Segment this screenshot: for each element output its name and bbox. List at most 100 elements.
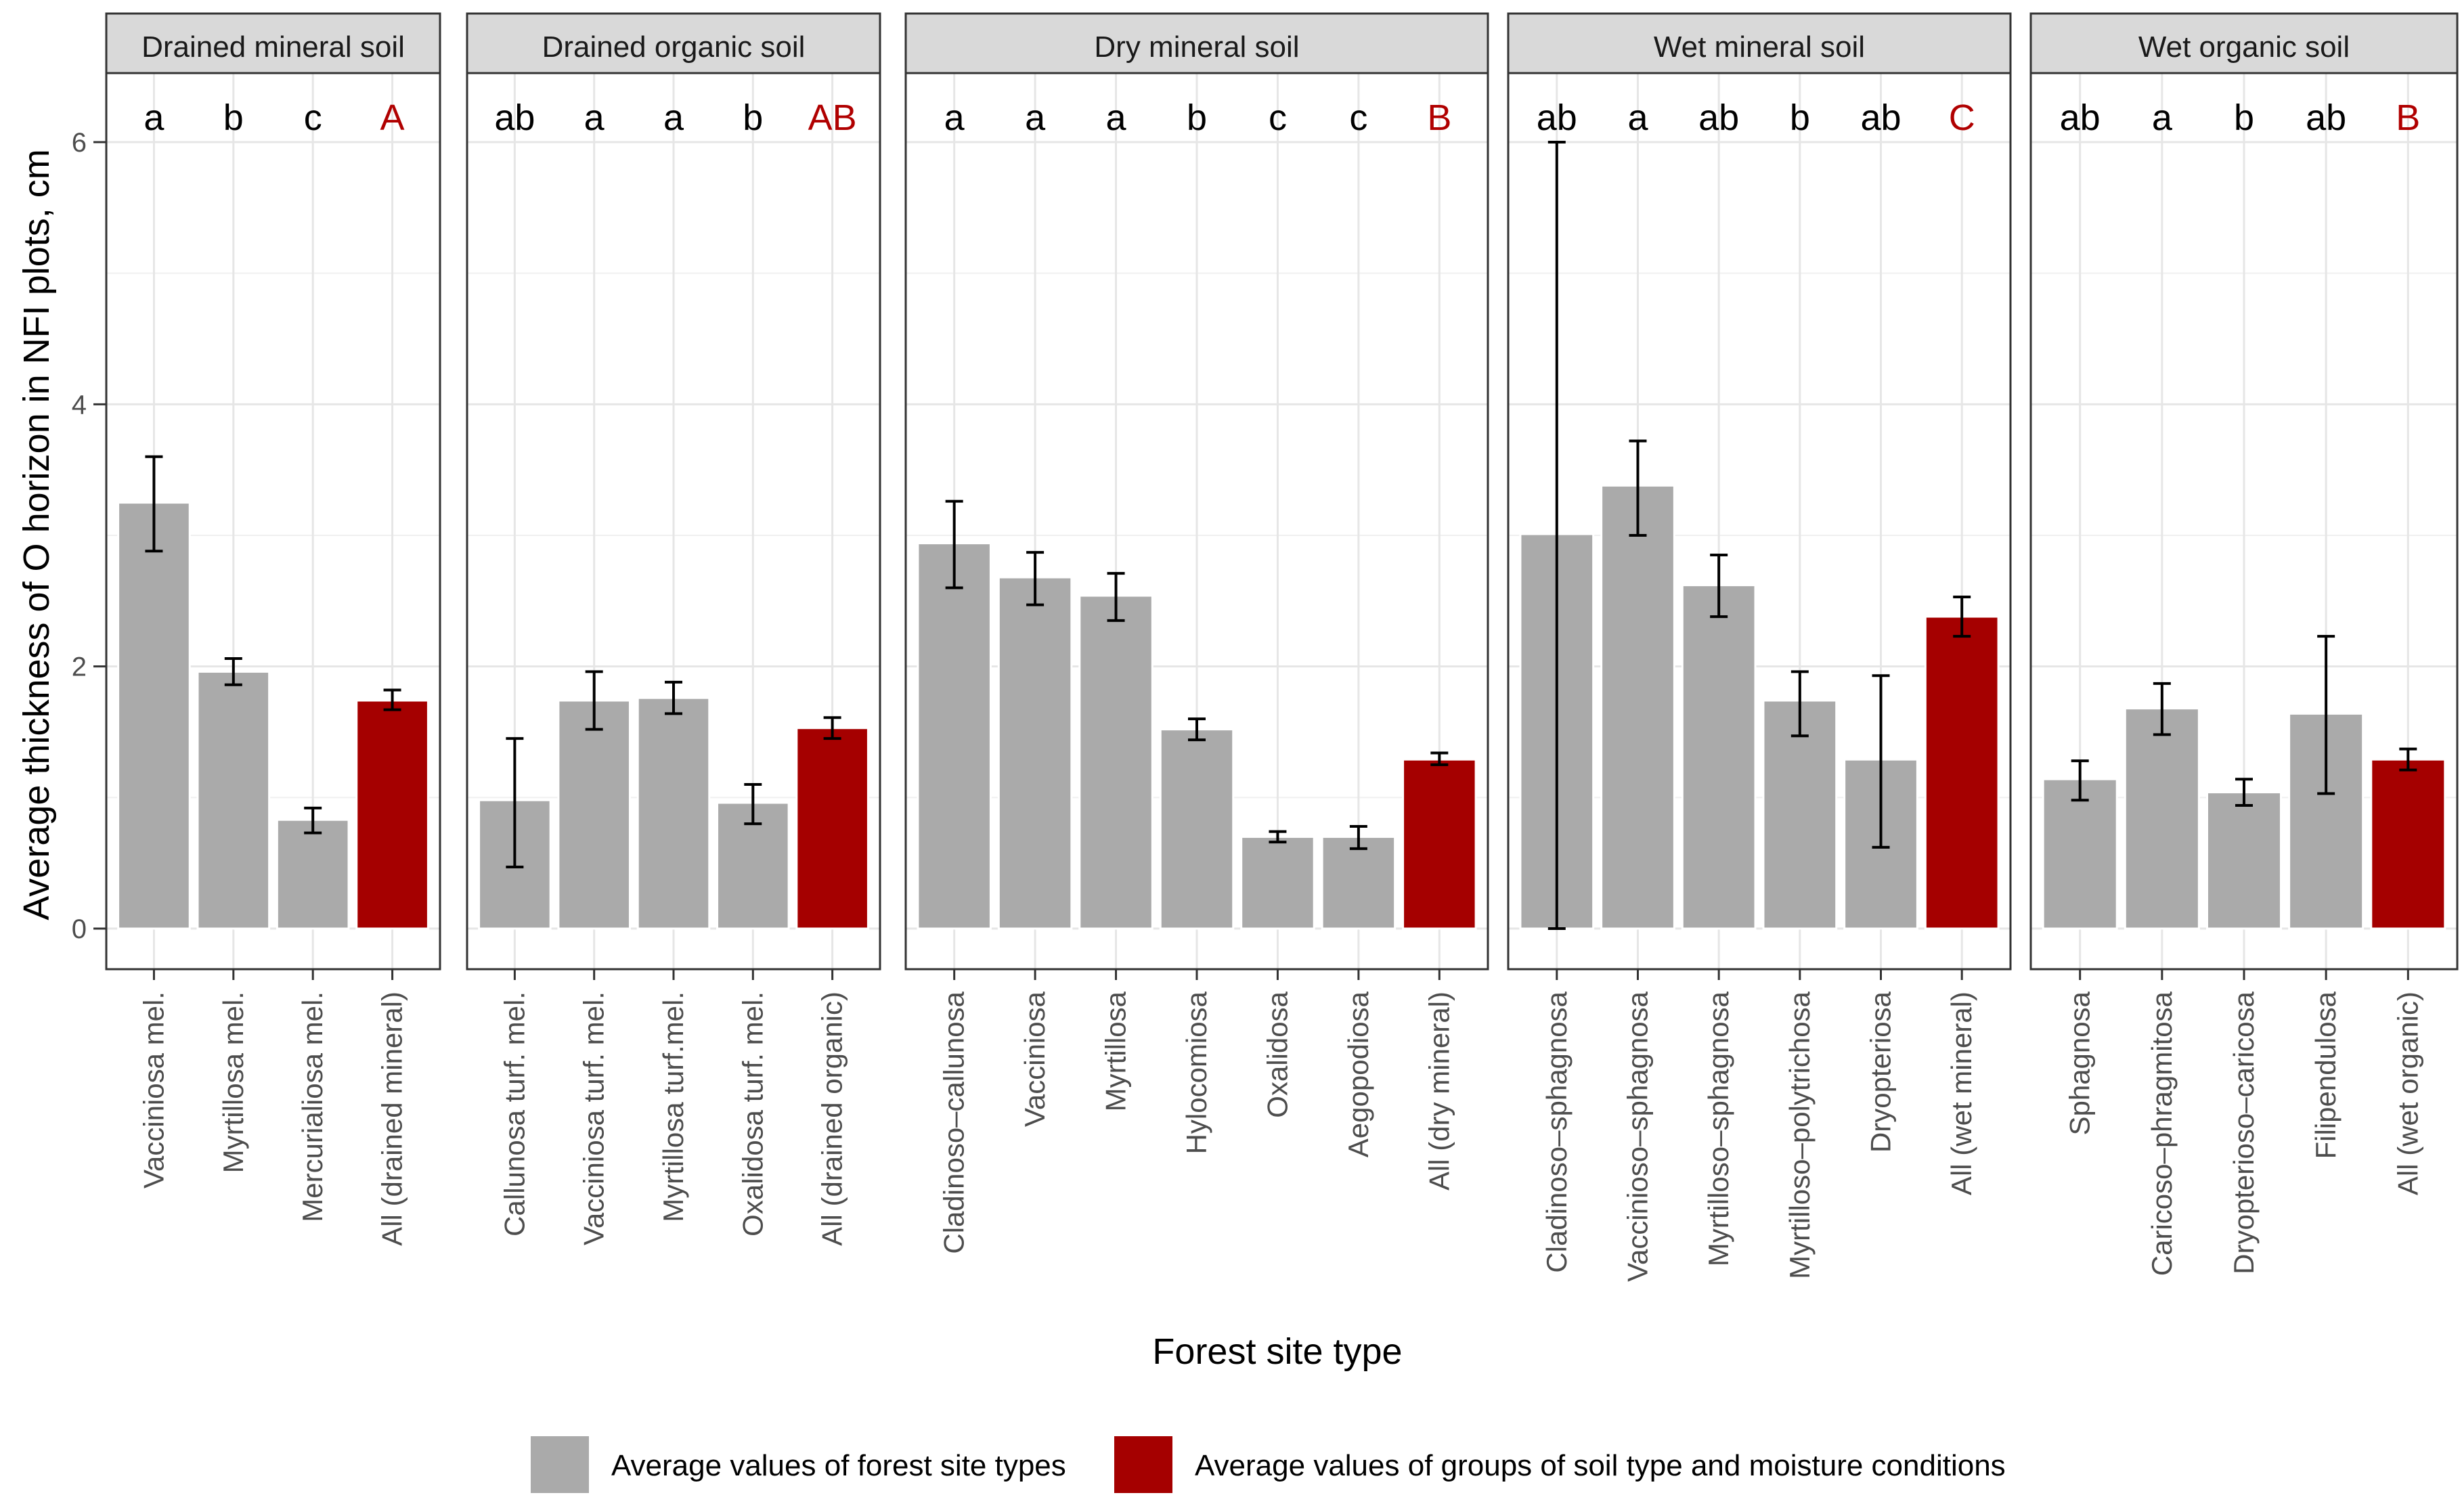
x-tick-label: Hylocomiosa <box>1181 991 1212 1154</box>
significance-letter: ab <box>2306 97 2346 138</box>
bar <box>557 699 631 930</box>
panel-border <box>904 72 1489 971</box>
x-tick-label: Oxalidosa <box>1261 991 1293 1117</box>
bar <box>2042 778 2118 930</box>
significance-letter: a <box>944 97 965 138</box>
legend-label-site: Average values of forest site types <box>611 1449 1066 1482</box>
legend-label-group: Average values of groups of soil type an… <box>1195 1449 2006 1482</box>
y-axis: 0 2 4 6 <box>72 128 106 944</box>
x-tick-label: All (wet mineral) <box>1946 992 1977 1195</box>
significance-letter: a <box>584 97 605 138</box>
x-axis-title: Forest site type <box>1152 1331 1402 1372</box>
group-bar <box>1402 758 1477 930</box>
facet-title: Wet mineral soil <box>1654 30 1865 64</box>
x-tick-label: All (drained organic) <box>816 992 848 1246</box>
significance-letter: c <box>1269 97 1287 138</box>
x-tick-label: Myrtilloso–sphagnosa <box>1702 991 1734 1266</box>
x-tick-label: All (wet organic) <box>2392 992 2423 1195</box>
significance-letter: ab <box>1698 97 1739 138</box>
x-tick-label: Dryopterioso–caricosa <box>2228 991 2260 1274</box>
x-tick-label: Filipendulosa <box>2310 991 2342 1159</box>
bar <box>1159 728 1235 930</box>
bar <box>997 576 1073 930</box>
group-bar <box>795 727 869 930</box>
facet-panel: Dry mineral soil a Cladinoso–callunosa a Vac… <box>904 12 1489 1254</box>
facet-title: Wet organic soil <box>2138 30 2350 64</box>
x-tick-label: Myrtillosa mel. <box>217 992 249 1173</box>
y-tick-label: 0 <box>72 914 87 944</box>
x-tick-label: Dryopteriosa <box>1865 991 1897 1153</box>
y-tick-label: 4 <box>72 390 87 420</box>
y-tick-label: 2 <box>72 652 87 682</box>
bar <box>2205 791 2283 930</box>
x-tick-label: All (drained mineral) <box>376 992 408 1246</box>
significance-letter: a <box>1106 97 1127 138</box>
panel-border <box>2029 72 2459 971</box>
x-tick-label: Caricoso–phragmitosa <box>2146 991 2178 1276</box>
significance-letter: B <box>2396 97 2420 138</box>
bar <box>917 542 992 930</box>
legend-swatch-group <box>1114 1436 1172 1493</box>
y-tick-label: 6 <box>72 128 87 158</box>
significance-letter: b <box>2234 97 2254 138</box>
significance-letter: b <box>1790 97 1810 138</box>
bar <box>117 502 191 930</box>
x-tick-label: Cladinoso–sphagnosa <box>1541 991 1573 1272</box>
significance-letter: a <box>1627 97 1648 138</box>
group-bar <box>2370 758 2446 930</box>
bar <box>1240 835 1315 930</box>
bar <box>1681 584 1757 930</box>
facet-panel: Wet mineral soil ab Cladinoso–sphagnosa a Va… <box>1507 12 2012 1282</box>
facet-title: Drained organic soil <box>542 30 806 64</box>
significance-letter: a <box>663 97 684 138</box>
panel-border <box>466 72 881 971</box>
facet-strip <box>904 12 1489 74</box>
x-tick-label: Oxalidosa turf. mel. <box>737 992 768 1237</box>
significance-letter: a <box>144 97 164 138</box>
x-tick-label: Myrtillosa turf.mel. <box>657 992 689 1222</box>
significance-letter: b <box>1187 97 1207 138</box>
bar <box>1600 484 1675 930</box>
x-tick-label: Callunosa turf. mel. <box>498 992 530 1237</box>
bar <box>1321 835 1397 930</box>
facet-strip <box>1507 12 2012 74</box>
bar <box>2124 707 2200 930</box>
x-tick-label: Vacciniosa turf. mel. <box>578 992 610 1245</box>
panel-border <box>105 72 441 971</box>
x-tick-label: Myrtilloso–polytrichosa <box>1784 991 1816 1278</box>
group-bar <box>1924 615 2000 930</box>
significance-letter: ab <box>2060 97 2101 138</box>
facet-title: Dry mineral soil <box>1094 30 1299 64</box>
significance-letter: C <box>1949 97 1975 138</box>
significance-letter: b <box>743 97 763 138</box>
facet-strip <box>466 12 881 74</box>
panel-border <box>1507 72 2012 971</box>
x-tick-label: Mercurialiosa mel. <box>296 992 328 1222</box>
bar <box>636 696 711 930</box>
facet-panel: Drained mineral soil a Vacciniosa mel. b Myr… <box>105 12 441 1246</box>
x-tick-label: Myrtillosa <box>1100 991 1132 1111</box>
x-tick-label: Cladinoso–callunosa <box>938 991 970 1253</box>
group-bar <box>355 699 429 930</box>
x-tick-label: All (dry mineral) <box>1423 992 1455 1191</box>
significance-letter: B <box>1427 97 1451 138</box>
x-tick-label: Vacciniosa mel. <box>137 992 169 1188</box>
bar <box>276 818 350 930</box>
bar <box>1078 594 1153 930</box>
legend-swatch-site <box>531 1436 589 1493</box>
legend: Average values of forest site types Aver… <box>531 1436 2006 1493</box>
significance-letter: c <box>304 97 322 138</box>
significance-letter: c <box>1349 97 1367 138</box>
bar <box>196 670 271 930</box>
x-tick-label: Sphagnosa <box>2064 991 2096 1135</box>
significance-letter: A <box>380 97 405 138</box>
significance-letter: ab <box>1537 97 1577 138</box>
significance-letter: ab <box>494 97 535 138</box>
significance-letter: a <box>1025 97 1046 138</box>
y-axis-title: Average thickness of O horizon in NFI pl… <box>16 149 57 920</box>
significance-letter: a <box>2152 97 2173 138</box>
facet-panel: Wet organic soil ab Sphagnosa a Caricoso–phr… <box>2029 12 2459 1276</box>
